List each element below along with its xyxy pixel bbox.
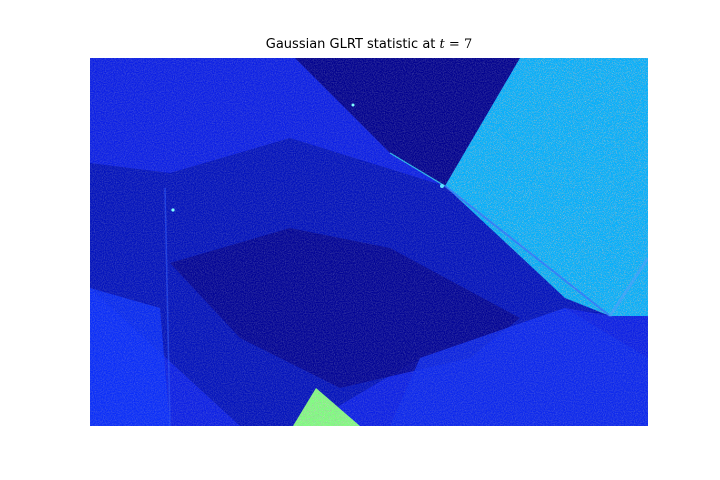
bright-spot-1 (171, 208, 175, 212)
title-equals: = (444, 37, 464, 52)
heatmap-plot-area (90, 58, 648, 426)
heatmap-noise-texture (90, 58, 648, 426)
title-prefix: Gaussian GLRT statistic at (265, 37, 440, 52)
bright-spot-3 (351, 103, 355, 107)
heatmap-svg (90, 58, 648, 426)
chart-title: Gaussian GLRT statistic at t = 7 (90, 37, 648, 52)
bright-spot-2 (440, 184, 444, 188)
title-value: 7 (463, 37, 473, 52)
title-variable: t (439, 37, 445, 52)
